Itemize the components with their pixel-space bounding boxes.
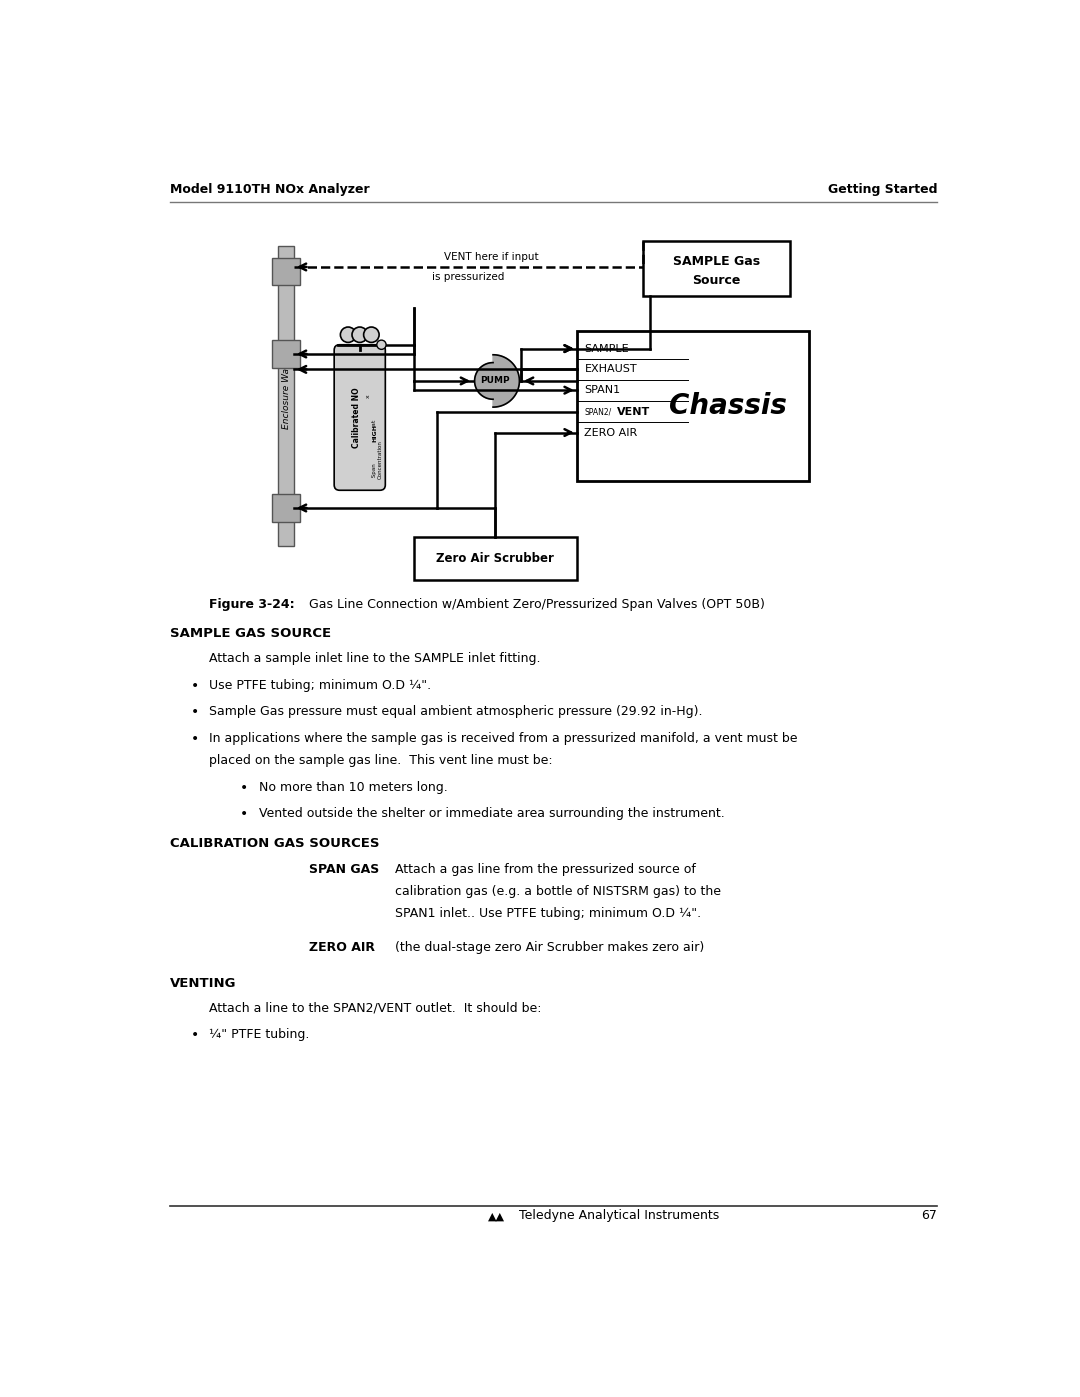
Text: Figure 3-24:: Figure 3-24: (208, 598, 294, 610)
Text: Getting Started: Getting Started (827, 183, 937, 196)
Text: SPAN1: SPAN1 (584, 386, 621, 395)
Text: VENTING: VENTING (170, 977, 237, 989)
Bar (279, 246, 294, 546)
Text: •: • (191, 679, 199, 693)
Text: PUMP: PUMP (480, 376, 510, 386)
Text: Enclosure Wall: Enclosure Wall (282, 363, 291, 429)
Text: VENT: VENT (617, 407, 650, 416)
Text: Span
Concentration: Span Concentration (373, 440, 383, 479)
Text: ZERO AIR: ZERO AIR (584, 427, 638, 437)
Text: ¼" PTFE tubing.: ¼" PTFE tubing. (208, 1028, 309, 1041)
Text: Attach a sample inlet line to the SAMPLE inlet fitting.: Attach a sample inlet line to the SAMPLE… (208, 652, 540, 665)
Text: Use PTFE tubing; minimum O.D ¼".: Use PTFE tubing; minimum O.D ¼". (208, 679, 431, 692)
Text: Zero Air Scrubber: Zero Air Scrubber (436, 552, 554, 564)
Circle shape (352, 327, 367, 342)
Text: at: at (373, 418, 377, 426)
Text: Calibrated NO: Calibrated NO (352, 387, 361, 448)
Text: SAMPLE: SAMPLE (584, 344, 630, 353)
Text: Sample Gas pressure must equal ambient atmospheric pressure (29.92 in-Hg).: Sample Gas pressure must equal ambient a… (208, 705, 702, 718)
Text: ▲▲: ▲▲ (488, 1211, 504, 1222)
Text: Chassis: Chassis (669, 393, 787, 420)
Text: placed on the sample gas line.  This vent line must be:: placed on the sample gas line. This vent… (208, 754, 552, 767)
Text: In applications where the sample gas is received from a pressurized manifold, a : In applications where the sample gas is … (208, 732, 797, 745)
Text: •: • (240, 781, 248, 795)
Bar (272, 495, 300, 522)
Text: SPAN GAS: SPAN GAS (309, 863, 380, 876)
Text: (the dual-stage zero Air Scrubber makes zero air): (the dual-stage zero Air Scrubber makes … (394, 940, 704, 954)
Text: is pressurized: is pressurized (432, 272, 504, 282)
Text: x: x (366, 394, 372, 398)
Text: VENT here if input: VENT here if input (444, 251, 539, 261)
Circle shape (377, 339, 387, 349)
Text: •: • (240, 807, 248, 821)
Bar (577, 331, 809, 481)
Text: SAMPLE Gas: SAMPLE Gas (673, 256, 760, 268)
FancyBboxPatch shape (334, 345, 386, 490)
Text: Model 9110TH NOx Analyzer: Model 9110TH NOx Analyzer (170, 183, 369, 196)
Bar (643, 240, 789, 296)
Text: EXHAUST: EXHAUST (584, 365, 637, 374)
Text: SPAN1 inlet.. Use PTFE tubing; minimum O.D ¼".: SPAN1 inlet.. Use PTFE tubing; minimum O… (394, 907, 701, 921)
Text: No more than 10 meters long.: No more than 10 meters long. (259, 781, 448, 793)
Text: Vented outside the shelter or immediate area surrounding the instrument.: Vented outside the shelter or immediate … (259, 807, 725, 820)
Text: SAMPLE GAS SOURCE: SAMPLE GAS SOURCE (170, 627, 330, 640)
Circle shape (340, 327, 356, 342)
Bar (272, 257, 300, 285)
Text: •: • (191, 705, 199, 719)
Text: HIGH: HIGH (373, 423, 377, 441)
Circle shape (364, 327, 379, 342)
Text: 67: 67 (921, 1208, 937, 1222)
Text: Teledyne Analytical Instruments: Teledyne Analytical Instruments (518, 1208, 719, 1222)
Text: CALIBRATION GAS SOURCES: CALIBRATION GAS SOURCES (170, 837, 379, 849)
Text: Gas Line Connection w/Ambient Zero/Pressurized Span Valves (OPT 50B): Gas Line Connection w/Ambient Zero/Press… (309, 598, 766, 610)
Text: •: • (191, 732, 199, 746)
Text: Source: Source (692, 274, 741, 288)
Polygon shape (494, 355, 519, 407)
Text: calibration gas (e.g. a bottle of NISTSRM gas) to the: calibration gas (e.g. a bottle of NISTSR… (394, 886, 720, 898)
Text: Attach a line to the SPAN2/VENT outlet.  It should be:: Attach a line to the SPAN2/VENT outlet. … (208, 1002, 541, 1014)
Text: SPAN2/: SPAN2/ (584, 408, 611, 416)
Polygon shape (474, 363, 494, 400)
Bar (414, 538, 577, 580)
Text: Attach a gas line from the pressurized source of: Attach a gas line from the pressurized s… (394, 863, 696, 876)
Bar (272, 339, 300, 367)
Text: •: • (191, 1028, 199, 1042)
Text: ZERO AIR: ZERO AIR (309, 940, 376, 954)
